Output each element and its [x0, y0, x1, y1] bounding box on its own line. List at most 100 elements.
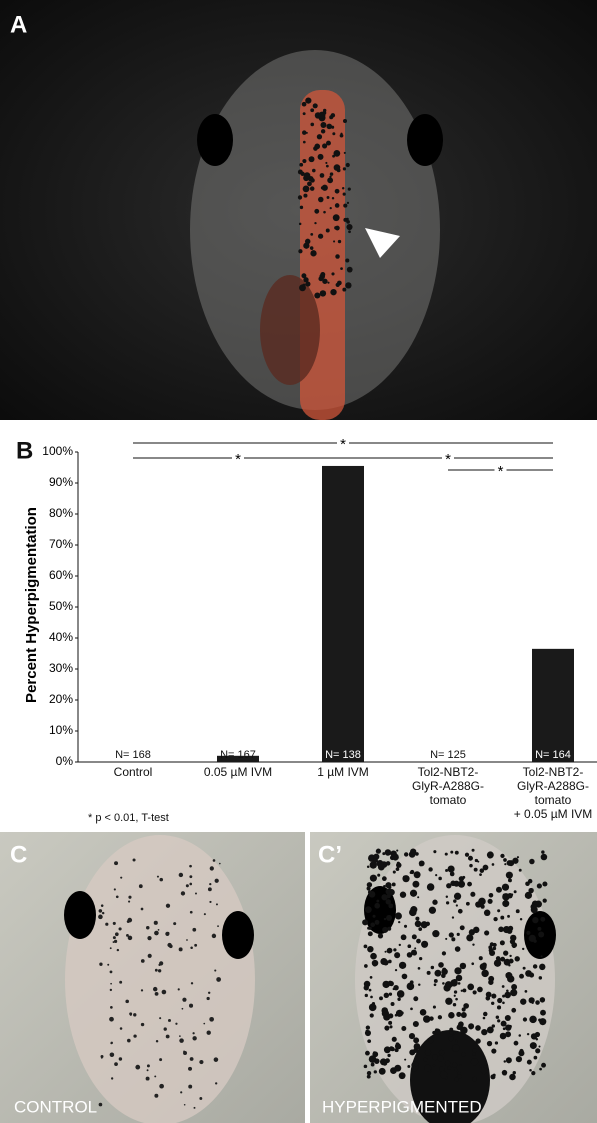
pigment-dot [312, 169, 316, 173]
pigment-dot [367, 886, 371, 890]
pigment-dot [330, 207, 332, 209]
tadpole-body [65, 835, 255, 1123]
pigment-dot [329, 176, 331, 178]
pigment-dot [506, 989, 509, 992]
pigment-dot [182, 1008, 184, 1010]
pigment-dot [512, 858, 518, 864]
y-tick-label: 80% [49, 506, 73, 520]
pigment-dot [473, 1048, 477, 1052]
pigment-dot [102, 912, 104, 914]
pigment-dot [367, 865, 370, 868]
pigment-dot [434, 979, 438, 983]
pigment-dot [427, 971, 431, 975]
pigment-dot [508, 964, 510, 966]
pigment-dot [481, 1029, 487, 1035]
pigment-dot [457, 1025, 462, 1030]
pigment-dot [510, 939, 515, 944]
pigment-dot [393, 948, 396, 951]
pigment-dot [453, 1003, 456, 1006]
pigment-dot [342, 288, 346, 292]
pigment-dot [384, 918, 386, 920]
pigment-dot [214, 1057, 219, 1062]
x-tick-label: 1 µM IVM [288, 765, 398, 779]
pigment-dot [460, 1064, 462, 1066]
pigment-dot [507, 893, 512, 898]
pigment-dot [120, 1027, 123, 1030]
pigment-dot [540, 917, 545, 922]
pigment-dot [504, 863, 506, 865]
pigment-dot [107, 964, 109, 966]
pigment-dot [208, 992, 210, 994]
pigment-dot [541, 850, 544, 853]
pigment-dot [445, 981, 452, 988]
pigment-dot [463, 1003, 469, 1009]
pigment-dot [421, 941, 428, 948]
pigment-dot [385, 951, 387, 953]
pigment-dot [330, 289, 336, 295]
pigment-dot [423, 1057, 427, 1061]
pigment-dot [412, 934, 417, 939]
pigment-dot [299, 223, 301, 225]
pigment-dot [182, 998, 186, 1002]
pigment-dot [484, 910, 491, 917]
pigment-dot [503, 1072, 507, 1076]
pigment-dot [532, 917, 538, 923]
pigment-dot [388, 1021, 392, 1025]
pigment-dot [181, 891, 185, 895]
pigment-dot [493, 917, 497, 921]
pigment-dot [391, 1002, 395, 1006]
pigment-dot [455, 1040, 458, 1043]
pigment-dot [326, 141, 331, 146]
pigment-dot [445, 998, 452, 1005]
pigment-dot [455, 851, 459, 855]
pigment-dot [507, 915, 510, 918]
pigment-dot [489, 948, 494, 953]
pigment-dot [465, 853, 469, 857]
pigment-dot [449, 1028, 453, 1032]
pigment-dot [506, 872, 513, 879]
pigment-dot [216, 977, 221, 982]
pigment-dot [484, 1065, 487, 1068]
pigment-dot [310, 177, 312, 179]
pigment-dot [101, 904, 104, 907]
pigment-dot [420, 1009, 427, 1016]
pigment-dot [368, 931, 373, 936]
pigment-dot [473, 990, 477, 994]
pigment-dot [448, 1012, 454, 1018]
pigment-dot [310, 123, 314, 127]
pigment-dot [333, 240, 335, 242]
pigment-dot [347, 267, 353, 273]
pigment-dot [452, 1062, 457, 1067]
pigment-dot [374, 903, 380, 909]
n-label: N= 164 [535, 749, 571, 761]
pigment-dot [335, 254, 340, 259]
pigment-dot [303, 194, 307, 198]
pigment-dot [402, 974, 408, 980]
pigment-dot [388, 1013, 393, 1018]
pigment-dot [305, 282, 310, 287]
photo-caption: CONTROL [14, 1097, 97, 1116]
pigment-dot [298, 249, 302, 253]
pigment-dot [147, 1069, 149, 1071]
pigment-dot [453, 899, 456, 902]
pigment-dot [523, 1017, 527, 1021]
pigment-dot [321, 186, 324, 189]
pigment-dot [370, 1013, 374, 1017]
pigment-dot [461, 1052, 466, 1057]
pigment-dot [456, 904, 458, 906]
pigment-dot [384, 993, 389, 998]
pigment-dot [119, 927, 122, 930]
pigment-dot [460, 925, 465, 930]
pigment-dot [217, 925, 219, 927]
pigment-dot [516, 1056, 522, 1062]
x-tick-label: Control [78, 765, 188, 779]
pigment-dot [155, 969, 158, 972]
pigment-dot [510, 989, 517, 996]
pigment-dot [413, 1037, 419, 1043]
pigment-dot [314, 292, 320, 298]
pigment-dot [504, 992, 511, 999]
pigment-dot [488, 980, 493, 985]
pigment-dot [505, 1015, 511, 1021]
pigment-dot [148, 954, 152, 958]
pigment-dot [445, 1061, 451, 1067]
